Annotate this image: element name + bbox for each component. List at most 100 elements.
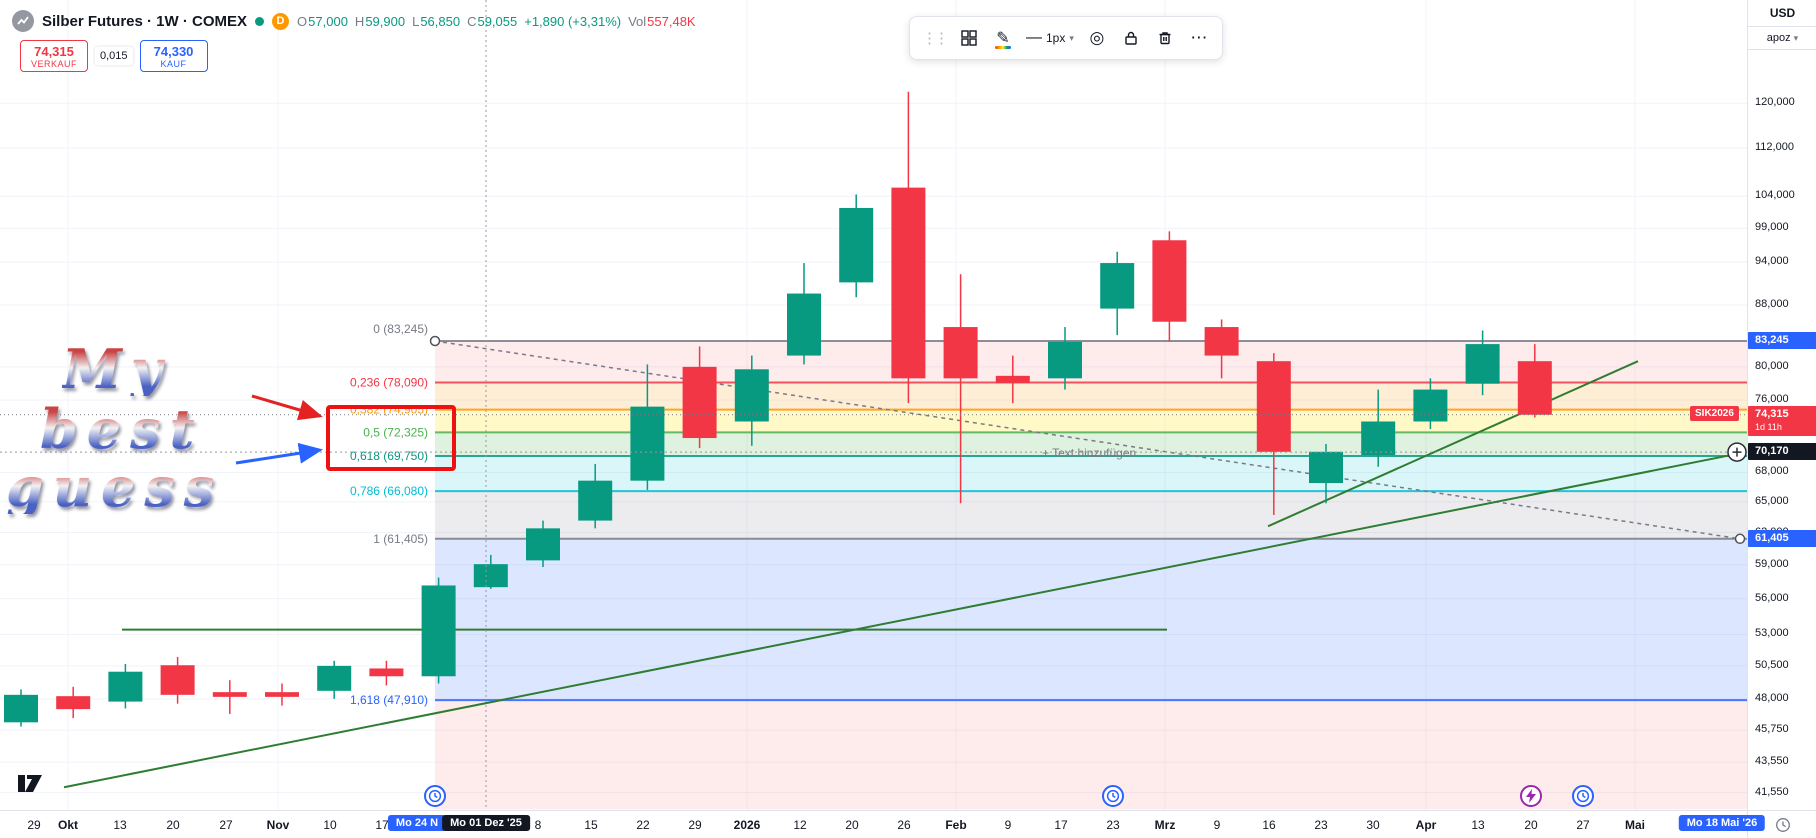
trade-panel: 74,315 VERKAUF 0,015 74,330 KAUF (20, 40, 208, 72)
unit-button[interactable]: apoz ▾ (1748, 27, 1816, 50)
clock-icon (1775, 818, 1790, 832)
time-tick: Apr (1415, 818, 1437, 832)
axis-date-label: Mo 18 Mai '26 (1678, 815, 1766, 831)
sell-button[interactable]: 74,315 VERKAUF (20, 40, 88, 72)
sell-label: VERKAUF (30, 59, 77, 69)
time-tick: 13 (1471, 818, 1485, 832)
highlight-annotations[interactable] (235, 394, 456, 471)
time-tick: Mai (1624, 818, 1646, 832)
price-axis-header: USD apoz ▾ (1748, 0, 1816, 50)
price-tick: 94,000 (1755, 255, 1789, 268)
time-tick: 30 (1366, 818, 1380, 832)
wordart-line-2[interactable]: best (40, 397, 204, 461)
tradingview-logo-icon (12, 10, 34, 32)
axis-price-label: 61,405 (1748, 529, 1816, 547)
price-tick: 41,550 (1755, 785, 1789, 798)
add-text-hint[interactable]: + Text hinzufügen (1042, 446, 1137, 460)
symbol-title[interactable]: Silber Futures · 1W · COMEX (42, 12, 248, 30)
price-tick: 50,500 (1755, 658, 1789, 671)
volume-label: Vol (628, 13, 647, 29)
layout-grid-icon[interactable] (958, 23, 980, 53)
time-tick: 29 (27, 818, 41, 832)
fib-level-label: 0,618 (69,750) (350, 449, 428, 463)
clock-event-icon[interactable] (424, 785, 446, 807)
volume-value: 557,48K (647, 13, 696, 29)
chart-pane[interactable]: 0 (83,245) 0,236 (78,090) 0,382 (74,905) 0,… (0, 0, 1747, 810)
fib-level-label: 1 (61,405) (373, 532, 428, 546)
time-tick: Nov (266, 818, 290, 832)
fib-level-label: 1,618 (47,910) (350, 693, 428, 707)
lock-icon[interactable] (1120, 23, 1142, 53)
chevron-down-icon: ▾ (1793, 32, 1799, 43)
price-axis[interactable]: USD apoz ▾ 120,000 112,000 104,000 99,000 94… (1747, 0, 1816, 810)
buy-price: 74,330 (153, 44, 194, 59)
axis-price-label: 74,315 1d 11h (1748, 405, 1816, 436)
trash-icon[interactable] (1154, 23, 1176, 53)
fib-level-label: 0 (83,245) (373, 322, 428, 336)
time-tick: 13 (113, 818, 127, 832)
red-arrow (251, 394, 323, 421)
blue-arrow (235, 442, 323, 465)
time-tick: 9 (1004, 818, 1012, 832)
unit-value: apoz (1766, 32, 1791, 44)
time-tick: 27 (1576, 818, 1590, 832)
price-tick: 120,000 (1755, 96, 1795, 109)
high-label: H (354, 13, 365, 29)
more-options-icon[interactable]: ⋯ (1190, 28, 1208, 47)
ohlc-readout: O 57,000 H 59,900 L 56,850 C 59,055 +1,890 (… (297, 14, 696, 29)
time-tick: Okt (57, 818, 79, 832)
line-width-button[interactable]: — 1px ▾ (1026, 29, 1074, 47)
open-value: 57,000 (308, 13, 348, 29)
sell-price: 74,315 (34, 44, 74, 59)
time-tick: 2026 (733, 818, 761, 832)
price-tick: 99,000 (1755, 221, 1789, 234)
crosshair (0, 0, 1747, 810)
price-tick: 88,000 (1755, 297, 1789, 310)
time-tick: Feb (945, 818, 967, 832)
color-pencil-icon[interactable]: ✎ (995, 29, 1011, 49)
price-tick: 53,000 (1755, 627, 1789, 640)
time-tick: 8 (534, 818, 542, 832)
axis-date-label: Mo 24 N (387, 815, 447, 831)
clock-event-icon[interactable] (1572, 785, 1594, 807)
fib-baseline[interactable] (429, 335, 1746, 545)
time-tick: Mrz (1154, 818, 1176, 832)
clock-event-icon[interactable] (1102, 785, 1124, 807)
chevron-down-icon: ▾ (1069, 32, 1074, 43)
time-tick: 17 (375, 818, 389, 832)
line-width-icon: — (1026, 29, 1042, 46)
high-value: 59,900 (365, 13, 406, 29)
buy-button[interactable]: 74,330 KAUF (139, 40, 208, 72)
target-style-icon[interactable]: ◎ (1089, 28, 1105, 47)
price-chart-canvas[interactable]: 0 (83,245)0,236 (78,090)0,382 (74,905)0,… (0, 0, 1747, 810)
open-label: O (297, 13, 308, 29)
price-tick: 76,000 (1755, 393, 1789, 406)
close-label: C (467, 13, 477, 29)
currency-button[interactable]: USD (1748, 0, 1816, 27)
time-tick: 15 (584, 818, 598, 832)
price-tick: 56,000 (1755, 591, 1789, 604)
line-width-value: 1px (1046, 31, 1066, 45)
time-axis[interactable]: 29 Okt 13 20 27 Nov 10 17 8 15 22 29 2026 12 20 26 Feb 9 1… (0, 810, 1766, 838)
market-status-dot (255, 16, 265, 26)
buy-label: KAUF (160, 59, 187, 69)
drag-handle-icon[interactable]: ⋮⋮ (922, 30, 949, 47)
contract-tag: SIK2026 (1690, 405, 1739, 421)
close-value: 59,055 (477, 13, 518, 29)
time-tick: 23 (1106, 818, 1120, 832)
time-tick: 23 (1314, 818, 1328, 832)
wordart-line-3[interactable]: guess (6, 455, 224, 519)
lightning-event-icon[interactable] (1520, 785, 1542, 807)
price-tick: 68,000 (1755, 465, 1789, 478)
price-tick: 59,000 (1755, 557, 1789, 570)
tradingview-watermark-icon[interactable] (18, 770, 48, 801)
price-tick: 80,000 (1755, 359, 1789, 372)
wordart-line-1[interactable]: My (62, 337, 172, 401)
time-tick: 26 (897, 818, 911, 832)
time-tick: 20 (1524, 818, 1538, 832)
drawing-toolbar: ⋮⋮ ✎ — 1px ▾ ◎ (909, 16, 1223, 60)
delayed-data-badge[interactable]: D (272, 12, 290, 30)
trendlines[interactable] (63, 360, 1747, 789)
